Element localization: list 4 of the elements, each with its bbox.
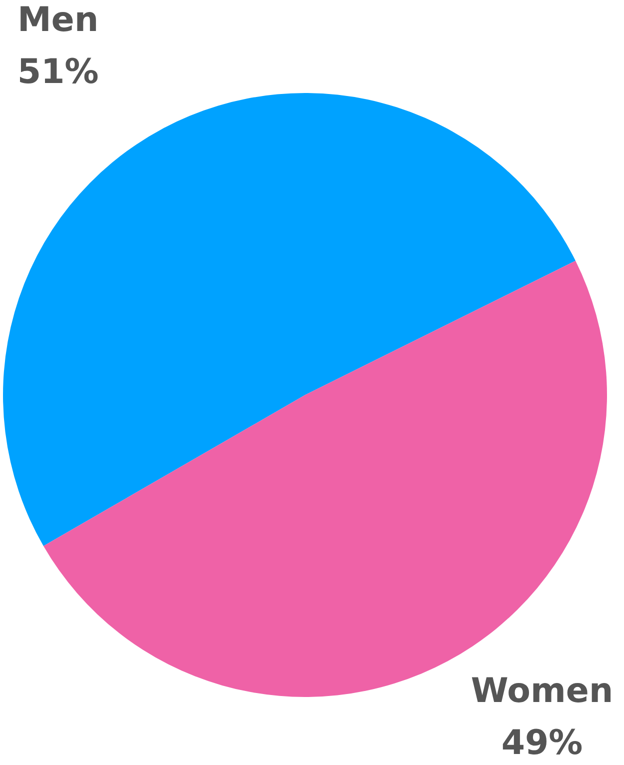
- data-label: 51%: [17, 52, 99, 92]
- slice-label: Men: [17, 0, 99, 40]
- slice-label: Women: [470, 670, 614, 711]
- data-label: 49%: [501, 722, 583, 763]
